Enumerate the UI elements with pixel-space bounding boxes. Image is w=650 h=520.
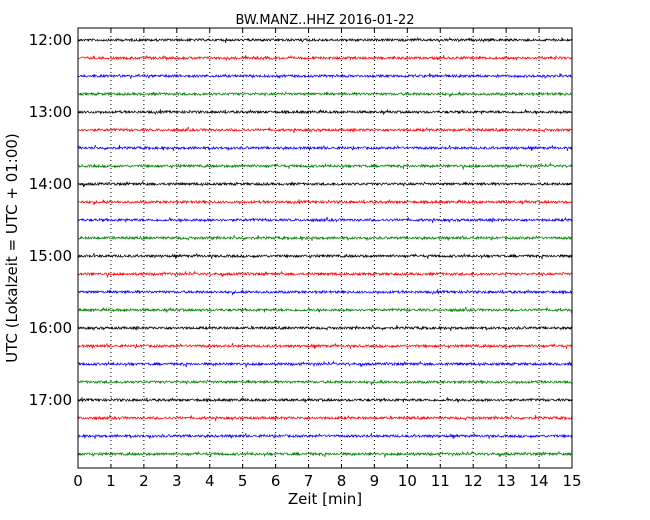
- x-tick-label: 11: [431, 472, 450, 490]
- trace-row: [77, 270, 573, 279]
- trace-row: [77, 379, 573, 386]
- trace-row: [77, 73, 573, 80]
- y-tick-label: 15:00: [29, 247, 72, 265]
- x-axis-label: Zeit [min]: [288, 490, 362, 508]
- trace-row: [77, 36, 573, 44]
- y-tick-label: 12:00: [29, 31, 72, 49]
- trace-row: [77, 108, 573, 116]
- trace-row: [77, 216, 573, 224]
- plot-frame: [77, 27, 573, 469]
- trace-row: [77, 360, 573, 369]
- x-tick-label: 15: [562, 472, 581, 490]
- grid-lines: [110, 28, 540, 468]
- x-tick-label: 6: [271, 472, 281, 490]
- y-tick-label: 14:00: [29, 175, 72, 193]
- y-axis-ticks: 12:00 13:00 14:00 15:00 16:00 17:00: [29, 31, 572, 409]
- y-tick-label: 16:00: [29, 319, 72, 337]
- trace-row: [77, 198, 573, 206]
- x-tick-label: 9: [370, 472, 380, 490]
- x-tick-label: 0: [73, 472, 83, 490]
- x-tick-label: 2: [139, 472, 149, 490]
- trace-row: [77, 126, 573, 134]
- trace-row: [77, 162, 573, 171]
- x-tick-label: 5: [238, 472, 248, 490]
- x-tick-label: 4: [205, 472, 215, 490]
- trace-rows: [77, 36, 573, 459]
- x-tick-label: 1: [106, 472, 116, 490]
- trace-row: [77, 324, 573, 332]
- trace-row: [77, 288, 573, 296]
- trace-row: [77, 433, 573, 440]
- x-tick-label: 10: [398, 472, 417, 490]
- trace-row: [77, 180, 573, 188]
- x-tick-label: 8: [337, 472, 347, 490]
- trace-row: [77, 306, 573, 314]
- trace-row: [77, 342, 573, 350]
- trace-row: [77, 252, 573, 260]
- y-axis-label: UTC (Lokalzeit = UTC + 01:00): [3, 133, 21, 363]
- x-tick-label: 7: [304, 472, 314, 490]
- chart-title: BW.MANZ..HHZ 2016-01-22: [235, 13, 414, 28]
- trace-row: [77, 396, 573, 404]
- x-tick-label: 3: [172, 472, 182, 490]
- y-tick-label: 17:00: [29, 391, 72, 409]
- x-tick-label: 14: [530, 472, 549, 490]
- trace-row: [77, 234, 573, 242]
- x-tick-label: 13: [497, 472, 516, 490]
- y-tick-label: 13:00: [29, 103, 72, 121]
- trace-row: [77, 414, 573, 422]
- trace-row: [77, 54, 573, 62]
- trace-row: [77, 144, 573, 152]
- trace-row: [77, 91, 573, 98]
- x-tick-label: 12: [464, 472, 483, 490]
- x-axis-ticks: 0 1 2 3 4 5 6 7 8 9 10 11 12 13 14 15: [73, 28, 582, 490]
- trace-row: [77, 450, 573, 459]
